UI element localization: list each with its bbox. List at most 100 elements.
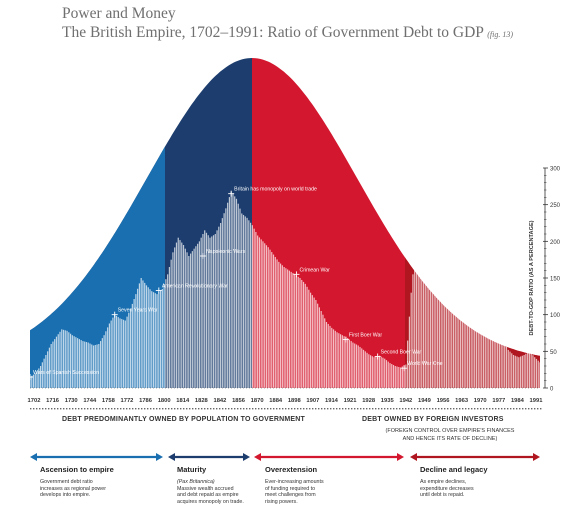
dot [240, 408, 242, 410]
dot [48, 408, 50, 410]
bar [399, 367, 402, 388]
dot [363, 408, 365, 410]
dot [66, 408, 68, 410]
bar [182, 245, 185, 388]
bar [329, 325, 331, 388]
dot [216, 408, 218, 410]
bar [165, 279, 167, 388]
dot [462, 408, 464, 410]
empire-bell-curve [30, 58, 540, 388]
bar [32, 374, 35, 388]
dot [114, 408, 116, 410]
bar [354, 343, 356, 388]
dot [408, 408, 410, 410]
dot [219, 408, 221, 410]
phase-arrow-head-left [168, 453, 175, 461]
annotation-label: Second Boer War [381, 349, 422, 355]
dot [84, 408, 86, 410]
bar [175, 242, 178, 388]
bar [112, 317, 114, 388]
dot [426, 408, 428, 410]
dot [60, 408, 62, 410]
x-tick-label: 1928 [362, 398, 376, 404]
bar [103, 335, 105, 388]
dot [249, 408, 251, 410]
bar [232, 193, 234, 388]
y-tick-label: 50 [550, 350, 557, 356]
bar [435, 237, 437, 388]
dot [63, 408, 65, 410]
bar [475, 278, 478, 388]
dot [498, 408, 500, 410]
bar [29, 377, 31, 388]
bar [85, 342, 88, 388]
bar [204, 230, 206, 388]
dot [372, 408, 374, 410]
phase-1-title: Ascension to empire [40, 465, 114, 474]
bar [131, 303, 133, 388]
bar [195, 246, 197, 388]
bar [458, 191, 460, 388]
bar [366, 352, 368, 388]
bar [276, 259, 278, 388]
dot [288, 408, 290, 410]
baseline-dots [30, 387, 542, 410]
bar [64, 330, 66, 388]
bar [433, 245, 435, 388]
bar [290, 271, 292, 388]
bar [445, 272, 448, 388]
x-tick-label: 1991 [530, 398, 544, 404]
bar [347, 338, 349, 388]
dot [486, 408, 488, 410]
bar [470, 256, 472, 388]
bar [200, 237, 202, 388]
bar [251, 225, 253, 388]
dot [126, 408, 128, 410]
phase-arrow-head-right [243, 453, 250, 461]
bar [474, 270, 476, 388]
bar [31, 375, 33, 388]
bar [477, 285, 479, 388]
dot [90, 408, 92, 410]
dot [444, 408, 446, 410]
bar [461, 196, 463, 388]
dot [207, 408, 209, 410]
dot [510, 408, 512, 410]
phase-arrow-head-left [254, 453, 261, 461]
bar [239, 208, 241, 388]
phase-3-line-2: of funding required to [265, 485, 316, 492]
dot [45, 408, 47, 410]
bar [327, 323, 329, 388]
bar [322, 314, 324, 388]
x-tick-label: 1898 [288, 398, 302, 404]
phase-arrow-head-right [397, 453, 404, 461]
x-tick-label: 1942 [399, 398, 412, 404]
bar [364, 351, 366, 388]
bar [55, 336, 58, 388]
dot [276, 408, 278, 410]
dot [333, 408, 335, 410]
bell-overextension [252, 58, 540, 388]
dot [438, 408, 440, 410]
dot [528, 408, 530, 410]
annotation-label: World War Two [457, 258, 492, 264]
bar [493, 324, 495, 388]
bar [486, 311, 488, 388]
annotation-label: World War One [407, 361, 443, 367]
dot [30, 408, 32, 410]
dot [504, 408, 506, 410]
bar [521, 355, 523, 388]
dot [300, 408, 302, 410]
bar [126, 316, 128, 388]
bar [294, 274, 296, 388]
bar [71, 335, 73, 388]
bar [57, 334, 59, 388]
dot [285, 408, 287, 410]
bar [324, 318, 326, 388]
bar [414, 256, 416, 388]
bar [149, 289, 151, 388]
dot [258, 408, 260, 410]
annotation-label: Britain has monopoly on world trade [234, 187, 317, 193]
bar [339, 334, 342, 388]
phase-2-desc: (Pax Britannica) Massive wealth accrued … [177, 479, 297, 505]
